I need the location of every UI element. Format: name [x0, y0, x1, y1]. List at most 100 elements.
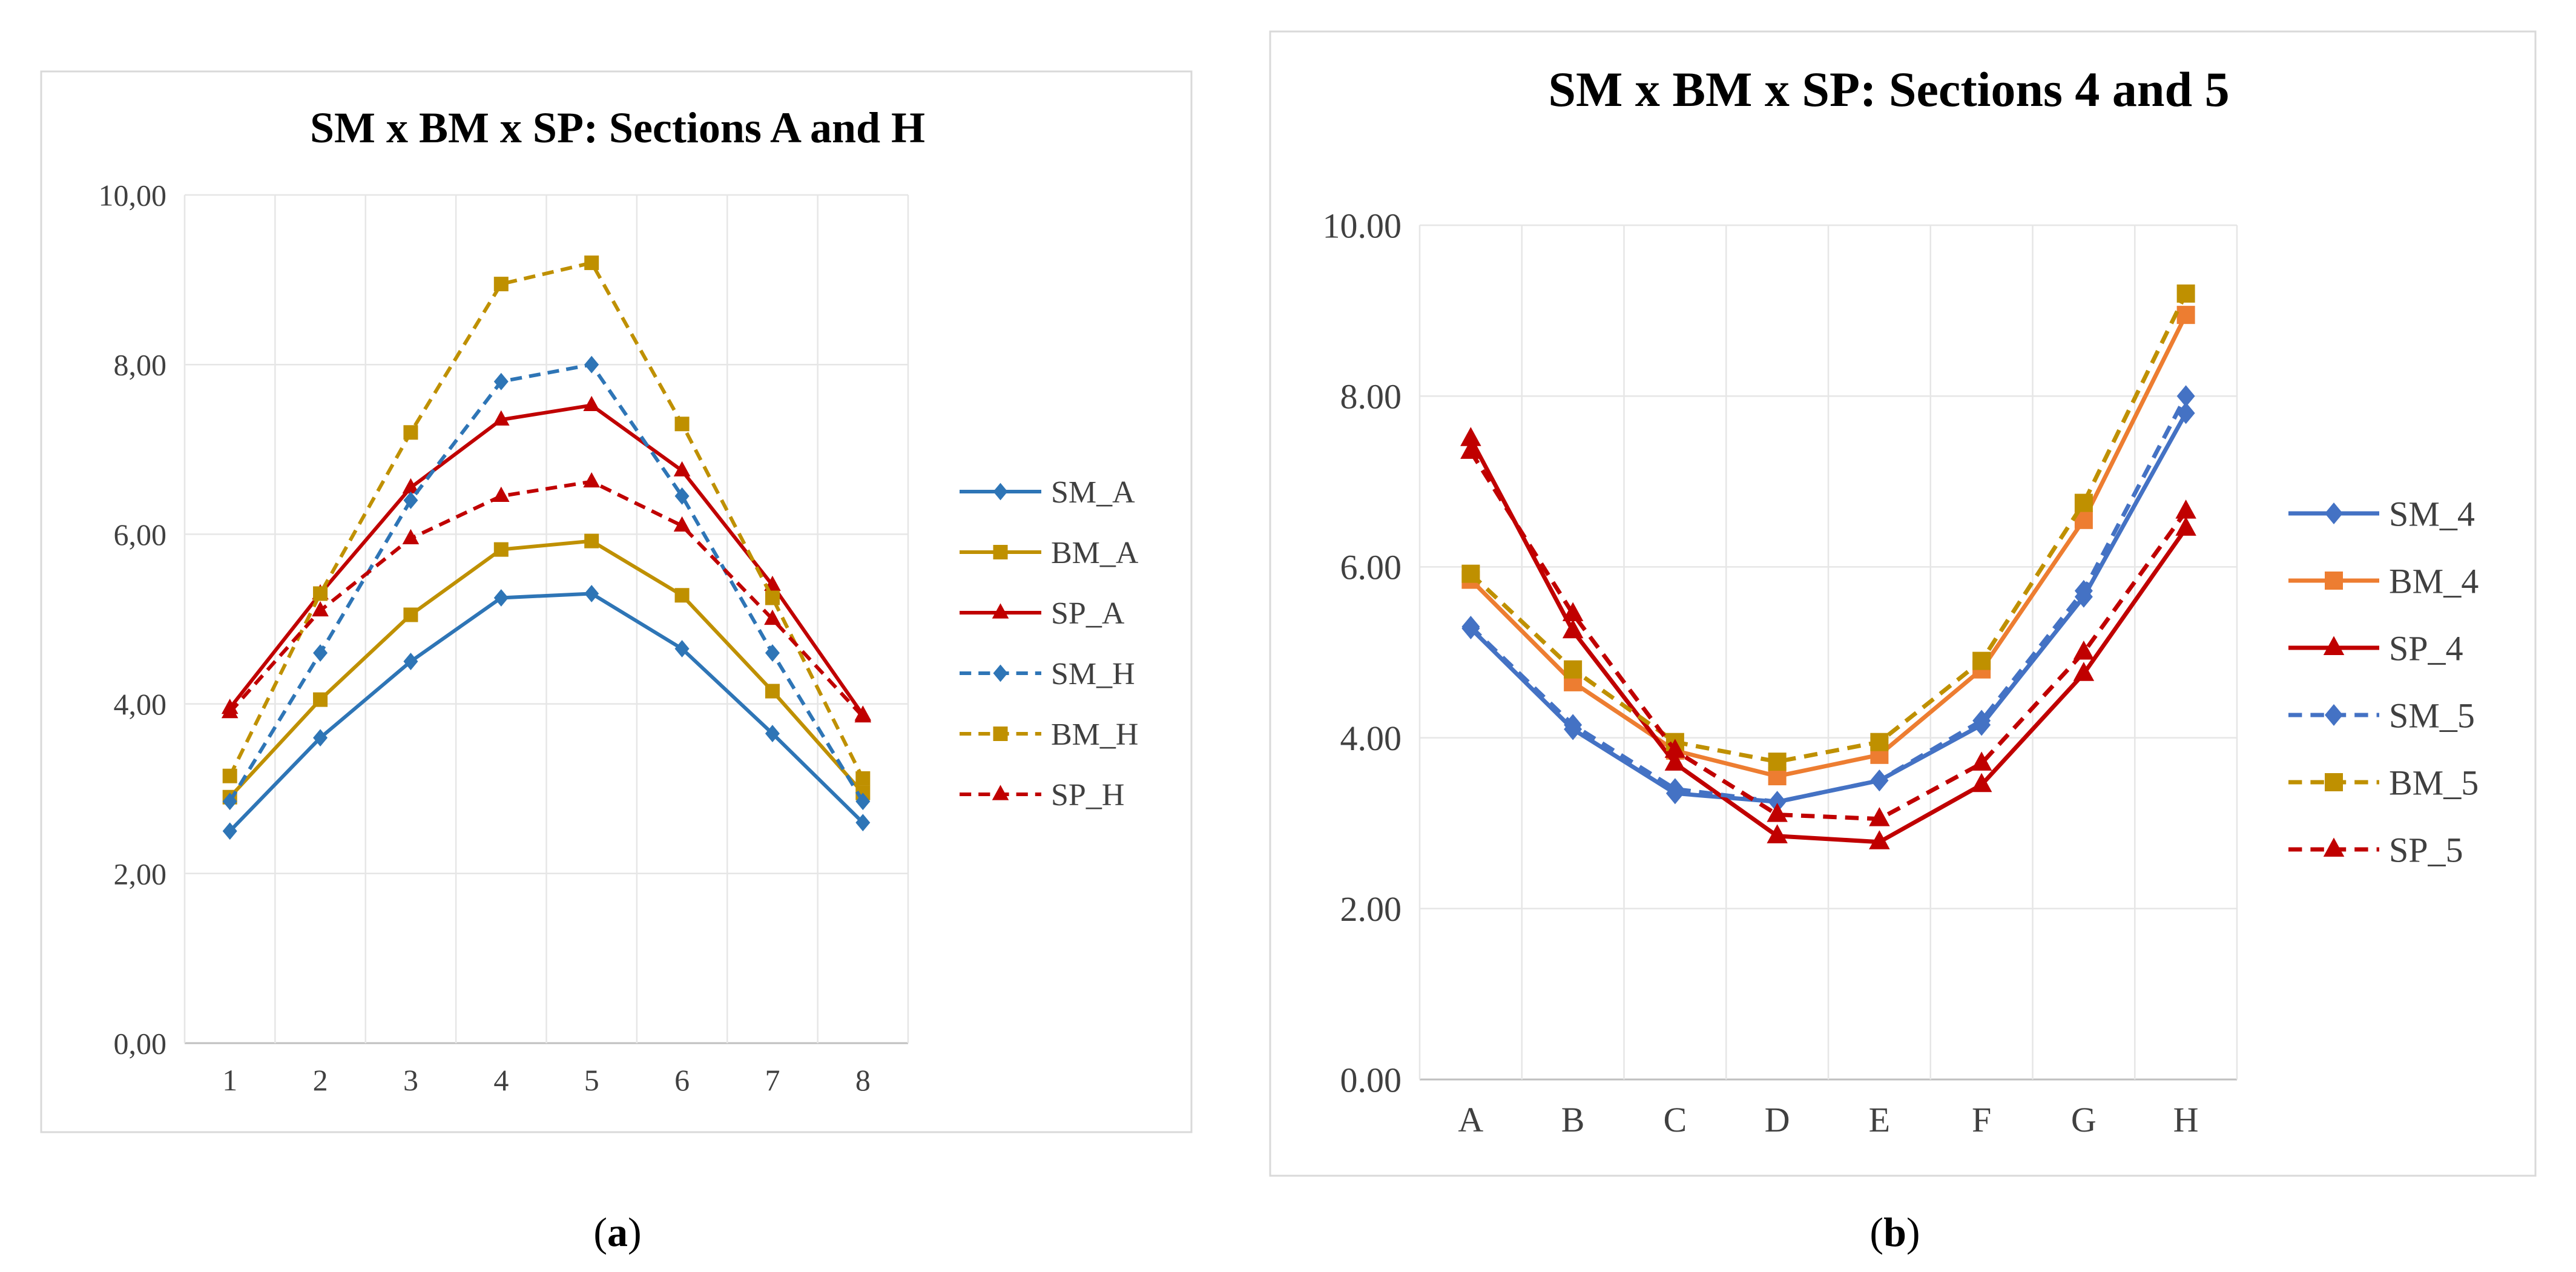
a-series-sp-a-point-4: [583, 395, 600, 412]
caption-b: (b): [1869, 1209, 1920, 1255]
b-series-sm-5-point-5: [1972, 710, 1991, 732]
a-series-sp-h-point-0: [221, 703, 239, 719]
b-series-sp-5-point-6: [2073, 641, 2095, 660]
a-legend-sp-a-marker-point-0: [992, 603, 1009, 619]
a-series-bm-h-point-0: [222, 768, 237, 783]
chart-a-x-tick-labels: 1 2 3 4 5 6 7 8: [222, 1063, 871, 1097]
a-series-sm-a-point-3: [493, 589, 509, 607]
b-x-tick-a: A: [1458, 1100, 1483, 1139]
b-y-tick-4: 8.00: [1340, 377, 1402, 417]
b-series-sp-5-point-4: [1869, 807, 1890, 826]
b-y-tick-3: 6.00: [1340, 548, 1402, 587]
b-legend-bm-4-label: BM_4: [2389, 561, 2479, 601]
a-legend-bm-a-marker-point-0: [993, 545, 1008, 559]
a-legend-bm-h: BM_H: [960, 717, 1138, 752]
a-series-bm-h-point-1: [313, 586, 328, 601]
a-series-bm-h-point-4: [584, 255, 599, 271]
b-series-bm-5-point-3: [1768, 753, 1787, 771]
a-series-sp-a-point-5: [673, 461, 691, 476]
a-series-sp-h-point-7: [854, 707, 872, 723]
b-series-sp-4-point-3: [1767, 824, 1788, 843]
b-legend-sp-4-marker-point-0: [2323, 636, 2345, 655]
b-series-sp-4-point-2: [1664, 751, 1686, 771]
b-series-sp-5: [1460, 440, 2196, 826]
b-series-sm-5: [1461, 385, 2195, 813]
a-y-tick-2: 4,00: [114, 687, 167, 721]
a-x-tick-2: 2: [313, 1063, 328, 1097]
a-legend-sm-h: SM_H: [960, 657, 1135, 691]
b-y-tick-5: 10.00: [1323, 206, 1402, 245]
a-legend-bm-a-label: BM_A: [1051, 536, 1139, 570]
b-legend-bm-5-label: BM_5: [2389, 763, 2479, 802]
b-legend-bm-4-marker-point-0: [2325, 572, 2343, 590]
b-series-bm-5: [1461, 284, 2195, 771]
a-series-bm-h-point-7: [855, 771, 871, 786]
b-x-tick-g: G: [2071, 1100, 2097, 1139]
caption-a-letter: a: [607, 1209, 628, 1255]
a-series-bm-h-line: [228, 261, 865, 780]
chart-b-title: SM x BM x SP: Sections 4 and 5: [1548, 62, 2229, 117]
a-series-bm-h-point-2: [403, 425, 418, 440]
a-series-sp-a-point-3: [493, 410, 510, 426]
a-series-sm-h: [222, 355, 871, 811]
b-legend-sm-5-label: SM_5: [2389, 696, 2475, 735]
chart-a-title: SM x BM x SP: Sections A and H: [310, 104, 925, 152]
a-y-tick-0: 0,00: [114, 1027, 167, 1061]
a-series-sm-h-point-1: [313, 644, 328, 662]
a-series-sp-h: [221, 472, 872, 723]
a-legend-sm-a-label: SM_A: [1051, 475, 1135, 510]
b-legend-sm-4-marker-point-0: [2325, 503, 2343, 524]
a-series-sp-h-line: [228, 479, 865, 718]
a-series-sm-a-point-6: [765, 725, 780, 743]
b-series-sm-5-point-0: [1461, 616, 1480, 638]
a-legend-sp-h-label: SP_H: [1051, 778, 1124, 812]
a-series-sm-a-point-1: [313, 729, 328, 747]
a-series-sp-h-point-2: [402, 529, 420, 545]
b-series-sp-5-point-3: [1767, 803, 1788, 822]
a-legend-sm-h-label: SM_H: [1051, 657, 1135, 691]
b-series-sp-4-point-7: [2175, 516, 2196, 536]
a-x-tick-7: 7: [765, 1063, 780, 1097]
b-x-tick-e: E: [1869, 1100, 1890, 1139]
a-series-sm-a-point-2: [403, 653, 418, 670]
a-y-tick-1: 2,00: [114, 857, 167, 891]
a-legend-sm-a: SM_A: [960, 475, 1135, 510]
a-x-tick-3: 3: [403, 1063, 418, 1097]
chart-b-y-tick-labels: 0.00 2.00 4.00 6.00 8.00 10.00: [1323, 206, 1402, 1099]
b-x-tick-b: B: [1561, 1100, 1585, 1139]
b-series-sp-4-point-1: [1562, 619, 1584, 639]
a-series-sp-h-point-5: [673, 516, 691, 532]
b-series-bm-5-point-5: [1972, 651, 1991, 670]
b-legend-sm-5-marker-point-0: [2325, 704, 2343, 726]
b-series-sm-5-point-4: [1870, 769, 1889, 792]
caption-b-letter: b: [1883, 1209, 1906, 1255]
a-series-sm-a-point-5: [674, 640, 690, 657]
a-series-bm-h: [222, 255, 871, 786]
b-series-sp-4-line: [1469, 438, 2188, 845]
b-series-bm-5-point-6: [2074, 493, 2093, 512]
a-x-tick-4: 4: [493, 1063, 509, 1097]
a-series-bm-a-point-6: [765, 684, 780, 699]
a-series-sm-a-point-0: [222, 822, 237, 840]
a-legend-bm-h-marker-point-0: [993, 727, 1008, 741]
b-legend-sm-4-label: SM_4: [2389, 494, 2475, 533]
b-legend-sp-5-label: SP_5: [2389, 830, 2463, 869]
b-series-sm-5-point-6: [2074, 579, 2093, 602]
b-legend-sp-4: SP_4: [2288, 628, 2463, 668]
b-x-tick-c: C: [1664, 1100, 1687, 1139]
b-x-tick-d: D: [1765, 1100, 1790, 1139]
a-series-bm-h-point-5: [674, 417, 690, 432]
b-series-sp-5-line: [1469, 450, 2188, 822]
a-legend-sm-a-marker-point-0: [993, 483, 1008, 501]
b-series-sm-5-point-7: [2176, 385, 2195, 407]
chart-panel-a: SM x BM x SP: Sections A and H 0,00 2,00 4…: [40, 70, 1193, 1133]
b-series-bm-4-line: [1469, 314, 2188, 779]
a-series-bm-a-point-1: [313, 692, 328, 707]
a-x-tick-5: 5: [584, 1063, 599, 1097]
b-series-sp-4: [1460, 427, 2196, 849]
a-series-sp-h-point-6: [764, 609, 781, 625]
a-series-sm-h-point-4: [584, 355, 599, 374]
a-series-sm-h-point-5: [674, 487, 690, 505]
a-x-tick-1: 1: [222, 1063, 237, 1097]
a-series-sm-h-point-0: [222, 793, 237, 811]
